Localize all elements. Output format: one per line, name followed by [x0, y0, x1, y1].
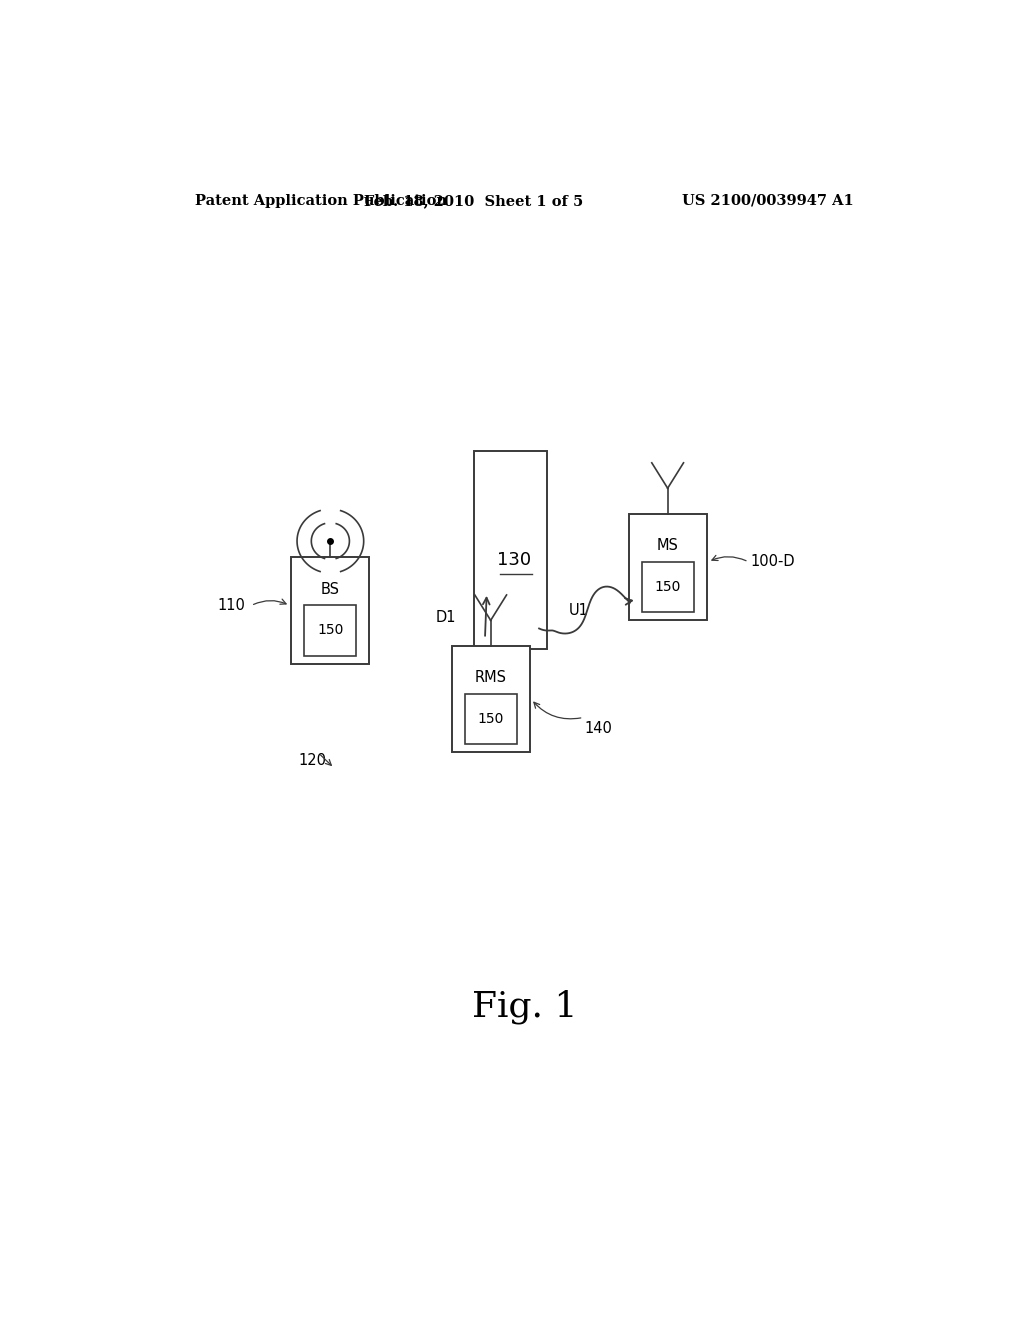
Text: 150: 150	[317, 623, 344, 638]
Bar	[465, 694, 517, 744]
Text: 140: 140	[585, 722, 612, 737]
Text: 150: 150	[654, 579, 681, 594]
Text: MS: MS	[656, 539, 679, 553]
Text: 120: 120	[299, 752, 327, 768]
Text: Patent Application Publication: Patent Application Publication	[196, 194, 447, 209]
Bar	[452, 645, 529, 752]
Text: Feb. 18, 2010  Sheet 1 of 5: Feb. 18, 2010 Sheet 1 of 5	[364, 194, 583, 209]
Text: U1: U1	[568, 603, 589, 618]
Text: RMS: RMS	[475, 671, 507, 685]
Bar	[292, 557, 370, 664]
Text: BS: BS	[321, 582, 340, 597]
Bar	[629, 513, 707, 620]
Text: 110: 110	[217, 598, 246, 612]
Text: 130: 130	[498, 550, 531, 569]
Text: 100-D: 100-D	[751, 554, 795, 569]
Bar	[474, 450, 547, 649]
Text: 150: 150	[477, 711, 504, 726]
Text: D1: D1	[436, 610, 457, 626]
Bar	[304, 606, 356, 656]
Text: Fig. 1: Fig. 1	[472, 990, 578, 1024]
Bar	[642, 561, 693, 611]
Text: US 2100/0039947 A1: US 2100/0039947 A1	[682, 194, 854, 209]
